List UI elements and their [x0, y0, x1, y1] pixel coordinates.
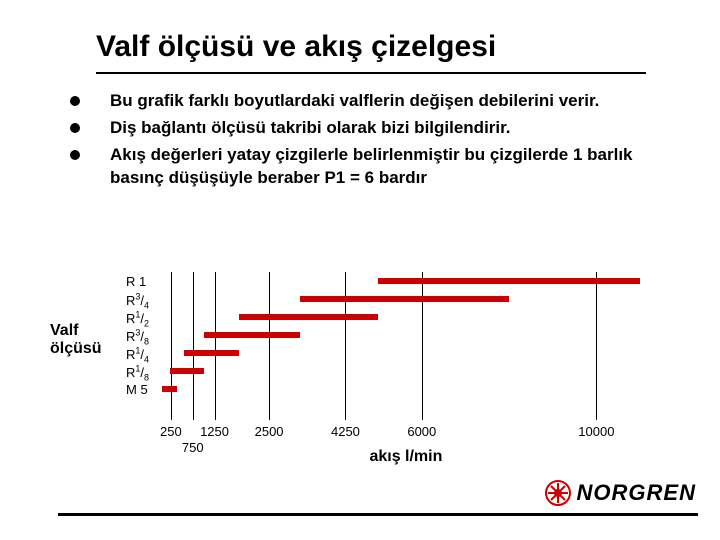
y-axis-title-line1: Valf — [50, 322, 78, 339]
y-axis-title-line2: ölçüsü — [50, 340, 102, 357]
grid-line — [345, 272, 346, 420]
bullet-icon — [70, 96, 80, 106]
brand-logo: NORGREN — [545, 480, 696, 506]
x-tick-label: 6000 — [407, 424, 436, 439]
x-axis-label: akış l/min — [369, 448, 442, 466]
bullet-text: Diş bağlantı ölçüsü takribi olarak bizi … — [110, 117, 511, 140]
title-underline — [96, 72, 646, 74]
grid-line — [422, 272, 423, 420]
bullet-item: Bu grafik farklı boyutlardaki valflerin … — [70, 90, 660, 113]
x-tick-label: 250 — [160, 424, 182, 439]
bullet-text: Akış değerleri yatay çizgilerle belirlen… — [110, 144, 660, 190]
bullet-icon — [70, 123, 80, 133]
chart-bar — [239, 314, 379, 320]
bullet-icon — [70, 150, 80, 160]
slide: Valf ölçüsü ve akış çizelgesi Bu grafik … — [0, 0, 720, 540]
grid-line — [269, 272, 270, 420]
page-title: Valf ölçüsü ve akış çizelgesi — [96, 30, 496, 64]
chart-bar — [204, 332, 300, 338]
bullet-item: Diş bağlantı ölçüsü takribi olarak bizi … — [70, 117, 660, 140]
grid-line — [193, 272, 194, 420]
x-tick-label: 1250 — [200, 424, 229, 439]
brand-name: NORGREN — [577, 480, 696, 506]
bullet-text: Bu grafik farklı boyutlardaki valflerin … — [110, 90, 599, 113]
bullet-item: Akış değerleri yatay çizgilerle belirlen… — [70, 144, 660, 190]
chart-bar — [378, 278, 640, 284]
footer-rule — [58, 513, 698, 516]
grid-line — [596, 272, 597, 420]
x-tick-label: 2500 — [255, 424, 284, 439]
chart-bar — [300, 296, 509, 302]
x-tick-label: 4250 — [331, 424, 360, 439]
chart-plot: R 1R3/4R1/2R3/8R1/4R1/8M 5 — [160, 272, 640, 420]
grid-line — [215, 272, 216, 420]
chart-bar — [162, 386, 177, 392]
y-axis-title: Valf ölçüsü — [50, 322, 102, 357]
logo-icon — [545, 480, 571, 506]
x-tick-label: 750 — [182, 440, 204, 455]
chart-bar — [170, 368, 204, 374]
chart-bar — [184, 350, 239, 356]
x-tick-label: 10000 — [578, 424, 614, 439]
bullet-list: Bu grafik farklı boyutlardaki valflerin … — [70, 90, 660, 194]
grid-line — [171, 272, 172, 420]
